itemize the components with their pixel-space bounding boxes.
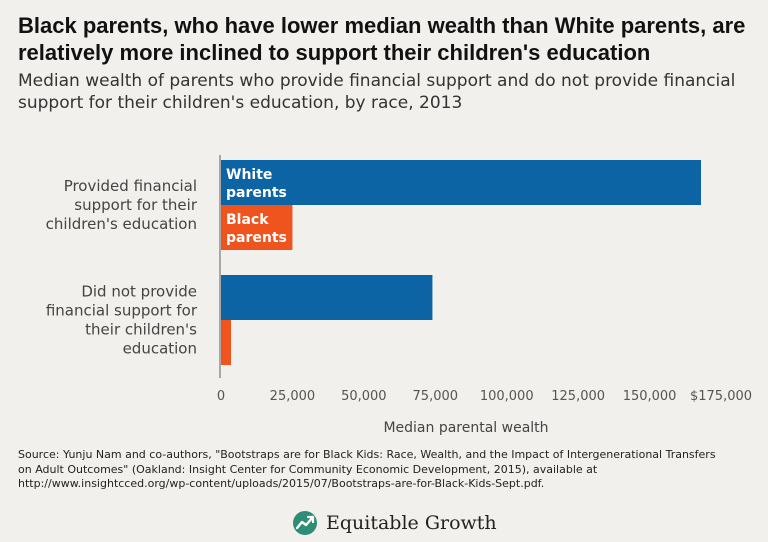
x-axis-label: Median parental wealth (383, 420, 548, 436)
category-label: support for their (74, 196, 198, 214)
category-label: Provided financial (64, 177, 197, 195)
category-label: financial support for (46, 302, 198, 320)
x-tick-label: 25,000 (270, 389, 316, 404)
x-tick-label: 50,000 (341, 389, 387, 404)
source-note: Source: Yunju Nam and co-authors, "Boots… (18, 448, 753, 492)
chart-subtitle: Median wealth of parents who provide fin… (18, 70, 758, 114)
series-label: Black (226, 212, 269, 228)
title-line: Black parents, who have lower median wea… (18, 13, 746, 38)
source-line: http://www.insightcced.org/wp-content/up… (18, 477, 545, 490)
category-label: children's education (46, 215, 197, 233)
growth-chart-logo-icon (293, 511, 317, 535)
x-tick-label: 150,000 (623, 389, 677, 404)
x-tick-label: 100,000 (480, 389, 534, 404)
equitable-growth-logo[interactable]: Equitable Growth (292, 510, 497, 536)
source-line: on Adult Outcomes" (Oakland: Insight Cen… (18, 462, 598, 476)
bar-black-parents (221, 205, 293, 250)
bar-white-parents (221, 160, 701, 205)
source-line: Source: Yunju Nam and co-authors, "Boots… (18, 448, 716, 461)
chart-title: Black parents, who have lower median wea… (18, 12, 758, 66)
logo-text: Equitable Growth (326, 512, 497, 534)
subtitle-line: Median wealth of parents who provide fin… (18, 71, 736, 91)
x-tick-label: 125,000 (551, 389, 605, 404)
x-tick-label: $175,000 (690, 389, 752, 404)
series-label: White (226, 167, 272, 183)
series-label: parents (226, 230, 287, 246)
x-tick-label: 0 (217, 389, 225, 404)
subtitle-line: support for their children's education, … (18, 93, 463, 113)
bar-white-parents (221, 275, 433, 320)
category-label: education (123, 340, 197, 358)
category-label: Did not provide (81, 283, 197, 301)
x-tick-label: 75,000 (413, 389, 459, 404)
bar-black-parents (221, 320, 231, 365)
title-line: relatively more inclined to support thei… (18, 40, 651, 65)
category-label: their children's (85, 321, 197, 339)
series-label: parents (226, 185, 287, 201)
